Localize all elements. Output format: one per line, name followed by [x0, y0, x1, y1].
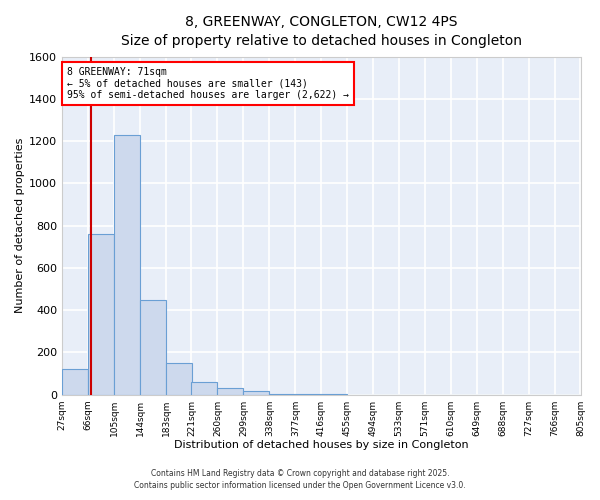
Bar — [88, 234, 114, 394]
Text: Contains HM Land Registry data © Crown copyright and database right 2025.
Contai: Contains HM Land Registry data © Crown c… — [134, 469, 466, 490]
Bar — [140, 300, 166, 394]
Text: 8 GREENWAY: 71sqm
← 5% of detached houses are smaller (143)
95% of semi-detached: 8 GREENWAY: 71sqm ← 5% of detached house… — [67, 67, 349, 100]
X-axis label: Distribution of detached houses by size in Congleton: Distribution of detached houses by size … — [174, 440, 469, 450]
Bar — [191, 382, 217, 394]
Bar — [62, 369, 88, 394]
Bar — [217, 388, 244, 394]
Bar — [114, 135, 140, 394]
Title: 8, GREENWAY, CONGLETON, CW12 4PS
Size of property relative to detached houses in: 8, GREENWAY, CONGLETON, CW12 4PS Size of… — [121, 15, 522, 48]
Bar — [166, 363, 192, 394]
Y-axis label: Number of detached properties: Number of detached properties — [15, 138, 25, 314]
Bar — [244, 392, 269, 394]
